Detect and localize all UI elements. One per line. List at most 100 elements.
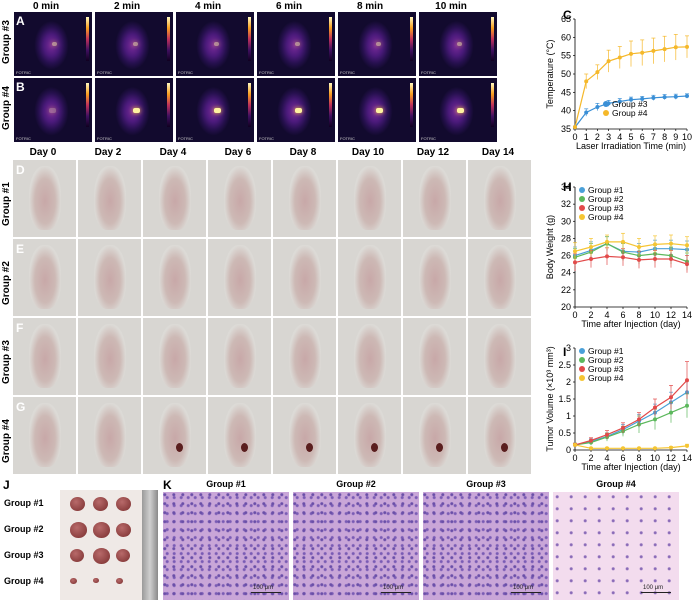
y-tick-label: 35: [561, 124, 571, 134]
mouse-photo: [78, 160, 141, 237]
tumor: [93, 548, 110, 564]
color-scale-bar: [86, 83, 89, 127]
y-axis-label: Temperature (°C): [545, 39, 555, 108]
day-label: Day 10: [351, 147, 385, 158]
data-point: [605, 254, 609, 259]
y-axis-label: Body Weight (g): [545, 215, 555, 279]
mouse-body: [159, 245, 191, 309]
tumor: [116, 496, 132, 511]
brand-label: FOTRIC: [97, 70, 112, 75]
group-label: Group #3: [1, 340, 12, 384]
tumor: [70, 549, 84, 562]
data-point: [669, 241, 673, 246]
data-point: [640, 50, 645, 55]
series-line: [574, 255, 688, 265]
data-point: [573, 260, 577, 265]
histology-image: 100 μm: [293, 492, 419, 600]
panel-label-A: A: [16, 14, 25, 28]
color-scale-bar: [248, 17, 251, 61]
mouse-photo: [13, 160, 76, 237]
y-tick-label: 28: [561, 233, 571, 243]
series-line: [574, 379, 688, 446]
time-label: 6 min: [275, 1, 303, 12]
mouse-body: [484, 403, 516, 467]
mouse-photo: [468, 160, 531, 237]
mouse-photo: [403, 318, 466, 395]
tumor-group-label: Group #4: [4, 576, 44, 586]
mouse-body: [159, 166, 191, 230]
y-tick-label: 0.5: [558, 428, 571, 438]
data-point: [673, 45, 678, 50]
brand-label: FOTRIC: [259, 70, 274, 75]
x-tick-label: 2: [588, 453, 593, 463]
data-point: [637, 446, 641, 451]
tumor-photo: Group #1 Group #2 Group #3 Group #4: [0, 490, 160, 600]
scale-bar-label: 100 μm: [643, 585, 664, 591]
x-tick-label: 0: [572, 132, 577, 142]
mouse-body: [289, 245, 321, 309]
legend-label: Group #3: [588, 203, 624, 213]
thermal-image: FOTRIC: [257, 78, 335, 142]
day-label: Day 14: [481, 147, 515, 158]
tumor: [93, 496, 109, 511]
brand-label: FOTRIC: [259, 136, 274, 141]
scale-bar: [381, 592, 411, 593]
x-tick-label: 12: [666, 453, 676, 463]
panel-label-E: E: [16, 242, 25, 256]
mouse-body: [354, 324, 386, 388]
tumor-group-label: Group #2: [4, 524, 44, 534]
legend-label: Group #4: [612, 108, 648, 118]
tumor: [116, 549, 130, 562]
hotspot: [52, 42, 57, 46]
x-tick-label: 8: [636, 310, 641, 320]
data-point: [621, 255, 625, 260]
mouse-photo: [273, 318, 336, 395]
legend-marker: [579, 205, 585, 211]
histology-image: 100 μm: [553, 492, 679, 600]
mouse-body: [159, 324, 191, 388]
mouse-photo: [143, 318, 206, 395]
x-tick-label: 3: [606, 132, 611, 142]
data-point: [605, 239, 609, 244]
tumor: [70, 577, 77, 584]
series-line: [574, 391, 688, 446]
brand-label: FOTRIC: [97, 136, 112, 141]
x-tick-label: 12: [666, 310, 676, 320]
hotspot: [49, 108, 56, 113]
mouse-photo: [13, 318, 76, 395]
tumor-group-label: Group #1: [4, 498, 44, 508]
panel-label-J: J: [3, 478, 10, 492]
x-tick-label: 8: [662, 132, 667, 142]
mouse-photo: [403, 160, 466, 237]
mouse-body: [224, 324, 256, 388]
legend-label: Group #2: [588, 194, 624, 204]
mouse-photo: [468, 397, 531, 474]
data-point: [673, 94, 678, 99]
panel-label-D: D: [16, 163, 25, 177]
group-label: Group #2: [1, 261, 12, 305]
y-tick-label: 65: [561, 14, 571, 24]
y-tick-label: 55: [561, 51, 571, 61]
histo-group-label: Group #4: [596, 479, 636, 489]
data-point: [637, 245, 641, 249]
panel-label-B: B: [16, 80, 25, 94]
mouse-photo: [143, 239, 206, 316]
y-axis-label: Tumor Volume (×10³ mm³): [545, 346, 555, 451]
legend-label: Group #3: [588, 364, 624, 374]
legend-marker: [579, 214, 585, 220]
data-point: [651, 48, 656, 53]
mouse-photo: [468, 239, 531, 316]
panel-label-G: G: [16, 400, 26, 414]
scale-bar-label: 100 μm: [513, 585, 534, 591]
x-tick-label: 0: [572, 310, 577, 320]
hotspot: [214, 42, 219, 46]
data-point: [589, 257, 593, 261]
mouse-body: [224, 166, 256, 230]
y-tick-label: 30: [561, 216, 571, 226]
x-tick-label: 10: [650, 453, 660, 463]
histo-group-label: Group #1: [206, 479, 246, 489]
mouse-body: [224, 245, 256, 309]
mouse-body: [29, 403, 61, 467]
data-point: [584, 79, 589, 84]
